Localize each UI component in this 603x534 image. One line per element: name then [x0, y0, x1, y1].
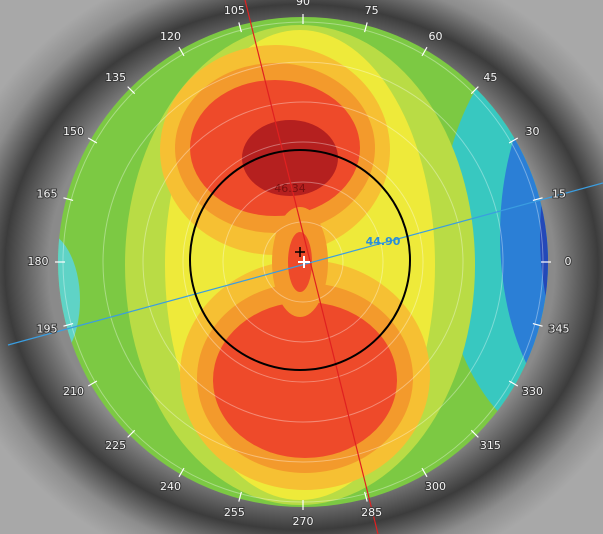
angle-label: 330 — [522, 385, 543, 398]
angle-tick — [421, 467, 428, 478]
zone-circle — [189, 149, 411, 371]
angle-scale: 0 15 30 45 60 75 90 105 120 135 150 165 180 195 210 225… — [27, 0, 573, 529]
angle-tick — [87, 137, 98, 144]
angle-label: 45 — [483, 71, 497, 84]
angle-tick — [178, 467, 185, 478]
flat-reading: 44.90 — [366, 235, 401, 248]
angle-tick — [87, 380, 98, 387]
angle-label: 345 — [548, 322, 569, 335]
angle-tick — [364, 22, 368, 33]
center-cross — [298, 256, 310, 268]
angle-label: 165 — [37, 188, 58, 201]
angle-tick — [532, 323, 543, 327]
angle-label: 255 — [224, 506, 245, 519]
steep-axis — [244, 0, 379, 534]
angle-label: 135 — [105, 71, 126, 84]
apex-cross — [295, 247, 305, 257]
angle-tick — [470, 86, 479, 95]
angle-tick — [127, 86, 136, 95]
angle-label: 150 — [63, 125, 84, 138]
angle-tick — [470, 429, 479, 438]
angle-label: 60 — [429, 30, 443, 43]
angle-label: 120 — [160, 30, 181, 43]
angle-tick — [238, 22, 242, 33]
angle-tick — [127, 429, 136, 438]
angle-label: 30 — [525, 125, 539, 138]
flat-axis — [7, 182, 603, 346]
angle-label: 0 — [565, 255, 572, 268]
angle-tick — [238, 491, 242, 502]
angle-label: 240 — [160, 480, 181, 493]
angle-label: 210 — [63, 385, 84, 398]
angle-tick — [364, 491, 368, 502]
angle-tick — [421, 46, 428, 57]
angle-tick — [63, 323, 74, 327]
angle-label: 180 — [28, 255, 49, 268]
angle-tick — [178, 46, 185, 57]
angle-label: 195 — [37, 322, 58, 335]
angle-label: 315 — [480, 439, 501, 452]
angle-tick — [508, 380, 519, 387]
angle-label: 300 — [425, 480, 446, 493]
angle-label: 270 — [293, 515, 314, 528]
angle-label: 75 — [365, 4, 379, 17]
angle-label: 90 — [296, 0, 310, 8]
angle-label: 285 — [361, 506, 382, 519]
angle-label: 225 — [105, 439, 126, 452]
steep-reading: 46.34 — [274, 182, 306, 195]
angle-label: 15 — [552, 188, 566, 201]
angle-label: 105 — [224, 4, 245, 17]
angle-tick — [508, 137, 519, 144]
angle-tick — [532, 197, 543, 201]
angle-tick — [63, 197, 74, 201]
